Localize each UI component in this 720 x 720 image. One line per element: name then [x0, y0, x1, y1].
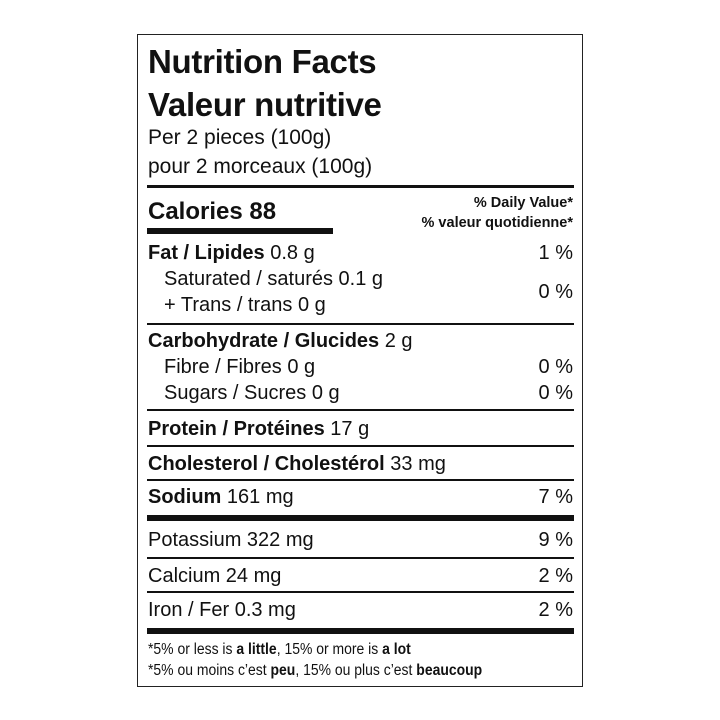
fibre-row: Fibre / Fibres 0 g [164, 356, 316, 378]
cholesterol-label: Cholesterol / Cholestérol [148, 453, 385, 475]
thick-divider [147, 628, 574, 634]
sodium-row: Sodium 161 mg [148, 487, 294, 507]
fat-amount: 0.8 g [270, 242, 315, 264]
divider [147, 591, 574, 593]
trans-row: + Trans / trans 0 g [164, 294, 326, 316]
footnote-text: , 15% ou plus c’est [295, 662, 417, 679]
footnote-bold: a lot [382, 641, 411, 658]
carb-label: Carbohydrate / Glucides [148, 330, 380, 352]
nutrition-facts-panel [137, 34, 583, 687]
footnote-text: *5% or less is [148, 641, 237, 658]
fat-label: Fat / Lipides [148, 242, 265, 264]
carb-amount: 2 g [384, 330, 413, 352]
carb-row: Carbohydrate / Glucides 2 g [148, 331, 413, 351]
calories-underline [147, 228, 333, 234]
fibre-dv: 0 % [538, 356, 573, 378]
potassium-dv: 9 % [538, 529, 573, 551]
iron-row: Iron / Fer 0.3 mg [148, 599, 296, 621]
potassium-row: Potassium 322 mg [148, 529, 314, 551]
divider [147, 185, 574, 188]
thick-divider [147, 515, 574, 521]
footnote-bold: a little [236, 641, 277, 658]
footnote-bold: beaucoup [416, 662, 483, 679]
sodium-label: Sodium [148, 486, 222, 508]
sugars-row: Sugars / Sucres 0 g [164, 382, 340, 404]
footnote-text: , 15% or more is [276, 641, 383, 658]
footnote-bold: peu [270, 662, 296, 679]
calcium-row: Calcium 24 mg [148, 565, 282, 587]
iron-dv: 2 % [538, 599, 573, 621]
footnote-en: *5% or less is a little, 15% or more is … [148, 642, 411, 658]
divider [147, 323, 574, 325]
dv-header-en: % Daily Value* [473, 195, 573, 211]
serving-en: Per 2 pieces (100g) [148, 126, 332, 149]
cholesterol-row: Cholesterol / Cholestérol 33 mg [148, 454, 446, 474]
divider [147, 409, 574, 411]
fat-row: Fat / Lipides 0.8 g [148, 243, 315, 263]
calcium-dv: 2 % [538, 565, 573, 587]
footnote-fr: *5% ou moins c’est peu, 15% ou plus c’es… [148, 663, 482, 679]
cholesterol-amount: 33 mg [390, 453, 446, 475]
title-en: Nutrition Facts [148, 43, 377, 80]
calories: Calories 88 [148, 198, 277, 225]
sodium-dv: 7 % [538, 486, 573, 508]
divider [147, 445, 574, 447]
divider [147, 557, 574, 559]
serving-fr: pour 2 morceaux (100g) [148, 155, 373, 178]
sodium-amount: 161 mg [226, 486, 294, 508]
sugars-dv: 0 % [538, 382, 573, 404]
fat-dv: 1 % [538, 242, 573, 264]
protein-label: Protein / Protéines [148, 418, 325, 440]
protein-row: Protein / Protéines 17 g [148, 419, 369, 439]
title-fr: Valeur nutritive [148, 86, 382, 123]
saturated-row: Saturated / saturés 0.1 g [164, 268, 384, 290]
protein-amount: 17 g [330, 418, 370, 440]
dv-header-fr: % valeur quotidienne* [421, 215, 573, 231]
divider [147, 479, 574, 481]
footnote-text: *5% ou moins c’est [148, 662, 271, 679]
sat-trans-dv: 0 % [538, 281, 573, 303]
